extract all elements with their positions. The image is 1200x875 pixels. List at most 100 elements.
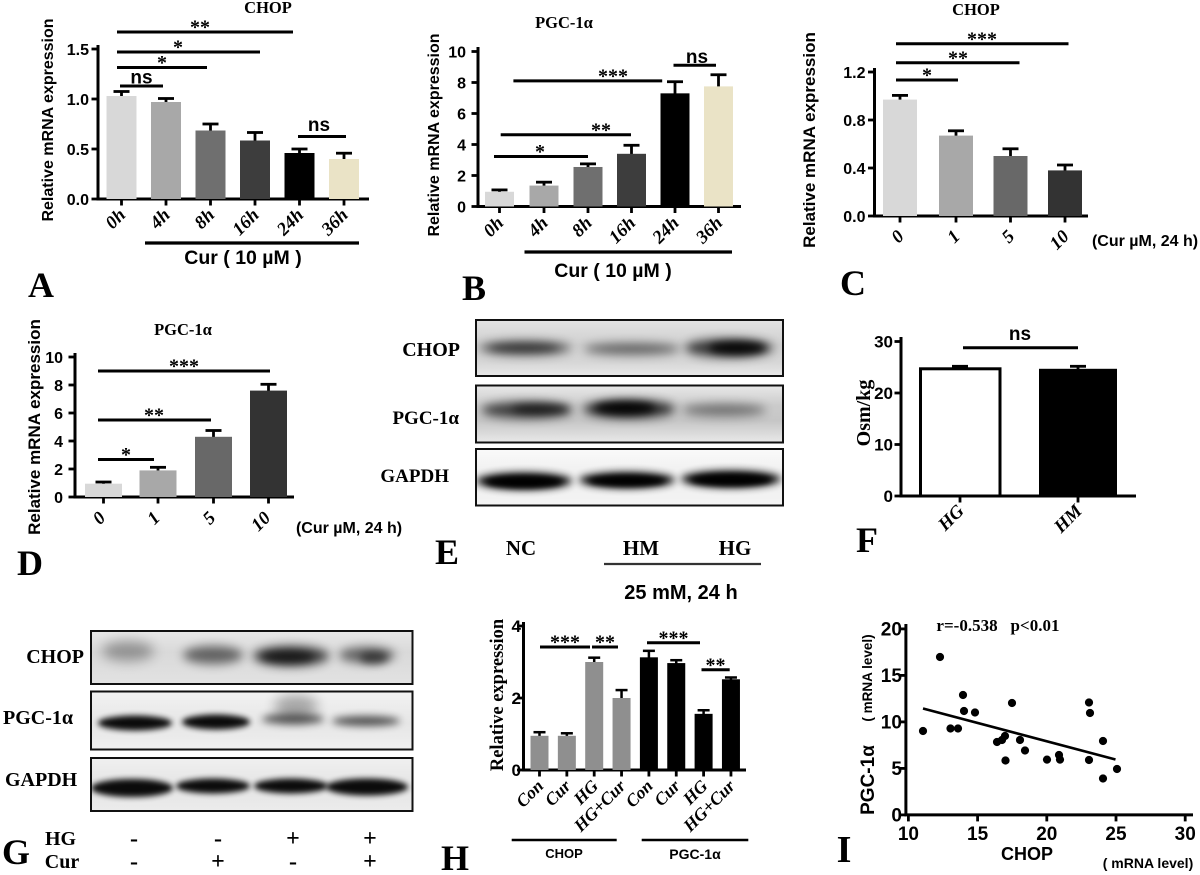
svg-text:1.5: 1.5 xyxy=(67,42,89,59)
svg-text:4: 4 xyxy=(54,434,63,451)
svg-text:Cur ( 10 µM ): Cur ( 10 µM ) xyxy=(184,247,301,269)
svg-text:( mRNA level): ( mRNA level) xyxy=(1103,855,1194,871)
svg-text:ns: ns xyxy=(130,68,152,89)
svg-text:8: 8 xyxy=(457,75,466,92)
svg-text:(Cur µM, 24 h): (Cur µM, 24 h) xyxy=(1092,233,1198,250)
svg-text:E: E xyxy=(435,532,459,572)
svg-text:0: 0 xyxy=(891,806,902,827)
svg-text:**: ** xyxy=(144,405,164,427)
svg-text:GAPDH: GAPDH xyxy=(5,769,78,791)
svg-text:30: 30 xyxy=(1175,824,1196,845)
svg-text:+: + xyxy=(286,826,300,852)
svg-text:4: 4 xyxy=(512,617,522,636)
svg-text:30: 30 xyxy=(874,333,893,352)
svg-text:Relative mRNA expression: Relative mRNA expression xyxy=(426,33,443,236)
svg-text:**: ** xyxy=(190,17,210,39)
svg-text:B: B xyxy=(462,268,486,308)
svg-text:6: 6 xyxy=(54,406,63,423)
svg-text:CHOP: CHOP xyxy=(952,0,1000,19)
svg-text:r=-0.538: r=-0.538 xyxy=(936,616,997,635)
svg-text:**: ** xyxy=(595,632,615,654)
svg-text:*: * xyxy=(922,65,932,87)
svg-text:25 mM, 24 h: 25 mM, 24 h xyxy=(624,582,737,604)
svg-text:0: 0 xyxy=(457,199,466,216)
svg-text:*: * xyxy=(121,444,131,466)
svg-text:4: 4 xyxy=(457,137,466,154)
svg-text:20: 20 xyxy=(881,620,902,641)
svg-text:ns: ns xyxy=(1009,324,1031,345)
svg-text:HM: HM xyxy=(623,536,659,560)
svg-text:0.0: 0.0 xyxy=(67,192,89,209)
svg-text:Cur: Cur xyxy=(45,851,80,873)
svg-text:ns: ns xyxy=(308,115,330,136)
svg-text:15: 15 xyxy=(881,666,903,687)
svg-text:2: 2 xyxy=(512,689,521,708)
svg-text:*: * xyxy=(173,37,183,59)
svg-text:CHOP: CHOP xyxy=(26,646,84,668)
svg-text:15: 15 xyxy=(967,824,989,845)
svg-text:10: 10 xyxy=(45,350,63,367)
svg-text:0.8: 0.8 xyxy=(843,113,865,130)
svg-text:CHOP: CHOP xyxy=(1001,844,1053,864)
svg-text:Relative mRNA expression: Relative mRNA expression xyxy=(40,18,57,221)
svg-text:PGC-1α: PGC-1α xyxy=(669,846,721,862)
svg-text:***: *** xyxy=(659,627,689,649)
svg-text:10: 10 xyxy=(874,436,893,455)
svg-text:2: 2 xyxy=(54,462,63,479)
svg-text:(Cur µM, 24 h): (Cur µM, 24 h) xyxy=(296,520,402,537)
svg-text:-: - xyxy=(130,826,138,852)
svg-text:D: D xyxy=(17,543,43,583)
svg-text:*: * xyxy=(157,52,167,74)
svg-text:GAPDH: GAPDH xyxy=(380,466,449,487)
svg-text:2: 2 xyxy=(457,168,466,185)
svg-text:0.4: 0.4 xyxy=(843,161,865,178)
svg-text:0: 0 xyxy=(54,490,63,507)
svg-text:A: A xyxy=(28,265,54,305)
svg-text:1.2: 1.2 xyxy=(843,65,865,82)
svg-text:***: *** xyxy=(169,356,199,378)
svg-text:*: * xyxy=(535,141,545,163)
svg-text:0.5: 0.5 xyxy=(67,142,89,159)
svg-text:HG: HG xyxy=(45,828,77,850)
svg-text:20: 20 xyxy=(1036,824,1057,845)
svg-text:p<0.01: p<0.01 xyxy=(1011,616,1060,635)
svg-text:-: - xyxy=(289,849,297,875)
svg-text:+: + xyxy=(363,849,377,875)
svg-text:**: ** xyxy=(948,47,968,69)
svg-text:Relative expression: Relative expression xyxy=(488,618,508,771)
svg-text:Cur ( 10 µM ): Cur ( 10 µM ) xyxy=(554,260,671,282)
svg-text:ns: ns xyxy=(686,47,708,68)
svg-text:C: C xyxy=(840,263,866,303)
svg-text:Relative mRNA expression: Relative mRNA expression xyxy=(800,32,819,248)
svg-text:**: ** xyxy=(591,119,611,141)
svg-text:PGC-1α: PGC-1α xyxy=(3,707,73,729)
svg-text:+: + xyxy=(363,826,377,852)
svg-text:0: 0 xyxy=(512,761,521,780)
svg-text:0.0: 0.0 xyxy=(843,209,865,226)
svg-text:F: F xyxy=(856,520,878,560)
svg-text:CHOP: CHOP xyxy=(244,0,292,17)
svg-text:+: + xyxy=(211,849,225,875)
svg-text:10: 10 xyxy=(898,824,919,845)
svg-text:***: *** xyxy=(550,632,580,654)
svg-text:6: 6 xyxy=(457,106,466,123)
svg-text:10: 10 xyxy=(448,44,466,61)
svg-text:( mRNA level): ( mRNA level) xyxy=(860,634,875,721)
svg-text:CHOP: CHOP xyxy=(402,339,460,361)
svg-text:PGC-1α: PGC-1α xyxy=(858,745,879,815)
svg-text:HG: HG xyxy=(719,536,752,560)
svg-text:CHOP: CHOP xyxy=(545,846,583,861)
svg-text:PGC-1α: PGC-1α xyxy=(535,13,594,32)
svg-text:Relative mRNA expression: Relative mRNA expression xyxy=(25,319,44,535)
svg-text:PGC-1α: PGC-1α xyxy=(154,320,213,339)
svg-text:H: H xyxy=(441,838,469,875)
svg-text:G: G xyxy=(2,832,30,872)
svg-text:***: *** xyxy=(598,66,628,88)
svg-text:20: 20 xyxy=(874,384,893,403)
svg-text:I: I xyxy=(837,829,852,871)
svg-text:10: 10 xyxy=(881,713,902,734)
svg-text:***: *** xyxy=(967,28,997,50)
svg-text:Osm/kg: Osm/kg xyxy=(853,380,875,447)
svg-text:-: - xyxy=(214,826,222,852)
svg-text:-: - xyxy=(130,849,138,875)
